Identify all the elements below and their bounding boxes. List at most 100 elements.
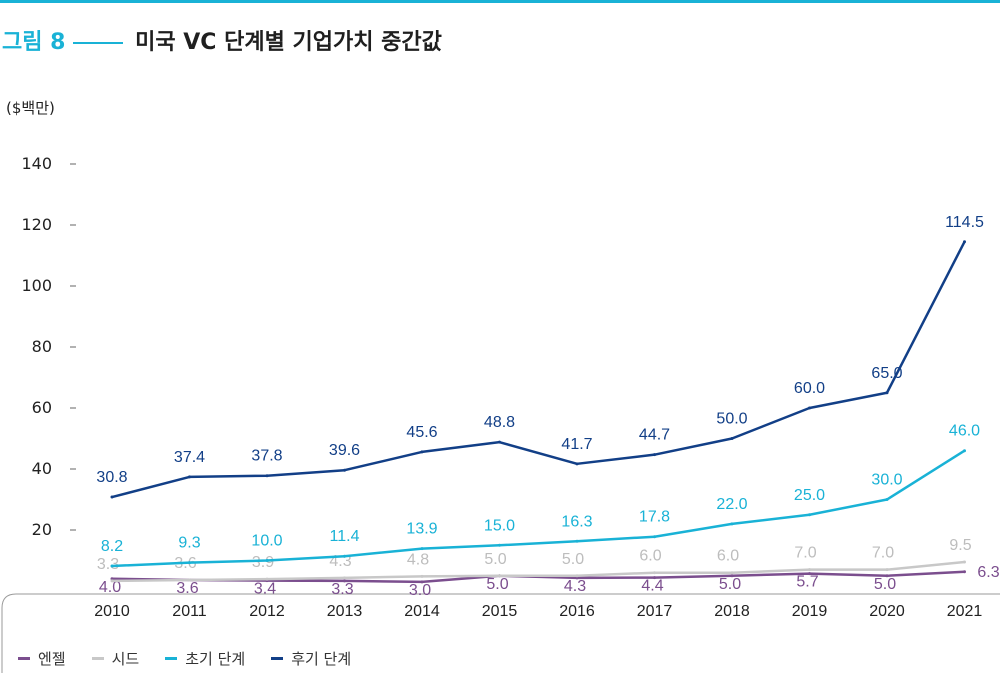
data-point-early bbox=[963, 449, 966, 453]
data-label-early: 46.0 bbox=[949, 423, 980, 440]
data-point-late bbox=[885, 391, 889, 395]
x-tick-label: 2015 bbox=[482, 603, 518, 620]
x-tick-label: 2020 bbox=[869, 603, 905, 620]
data-label-late: 48.8 bbox=[484, 414, 515, 431]
data-label-early: 17.8 bbox=[639, 509, 670, 526]
data-label-seed: 5.0 bbox=[484, 551, 506, 568]
data-label-seed: 6.0 bbox=[639, 548, 661, 565]
data-point-late bbox=[808, 406, 811, 410]
data-label-seed: 5.0 bbox=[562, 551, 584, 568]
legend-label-seed: 시드 bbox=[111, 650, 140, 668]
data-point-angel bbox=[343, 579, 346, 583]
legend-swatch-seed bbox=[91, 657, 104, 660]
data-label-late: 30.8 bbox=[96, 469, 127, 486]
x-tick-label: 2014 bbox=[404, 603, 440, 620]
data-label-seed: 4.8 bbox=[407, 551, 429, 568]
data-point-angel bbox=[730, 574, 734, 578]
data-point-seed bbox=[265, 577, 269, 581]
data-point-late bbox=[110, 495, 114, 499]
data-label-early: 8.2 bbox=[101, 538, 123, 555]
legend-swatch-early bbox=[165, 657, 178, 660]
data-label-late: 39.6 bbox=[329, 442, 360, 459]
data-label-late: 50.0 bbox=[716, 411, 747, 428]
chart-legend: 엔젤 시드 초기 단계 후기 단계 bbox=[18, 648, 351, 669]
data-label-early: 30.0 bbox=[871, 472, 902, 489]
data-label-angel: 5.0 bbox=[486, 576, 508, 593]
legend-label-angel: 엔젤 bbox=[38, 650, 66, 668]
data-point-seed bbox=[653, 571, 656, 575]
data-point-early bbox=[265, 559, 269, 562]
data-label-late: 65.0 bbox=[871, 365, 902, 382]
data-label-seed: 6.0 bbox=[717, 548, 739, 565]
data-label-angel: 4.4 bbox=[641, 578, 663, 595]
data-label-seed: 7.0 bbox=[872, 545, 894, 562]
data-point-late bbox=[575, 462, 579, 466]
data-point-late bbox=[963, 240, 966, 244]
figure-title: 미국 VC 단계별 기업가치 중간값 bbox=[135, 30, 442, 55]
data-point-late bbox=[498, 440, 501, 444]
data-label-late: 45.6 bbox=[406, 424, 437, 441]
data-point-seed bbox=[730, 571, 734, 575]
x-tick-label: 2016 bbox=[559, 603, 595, 620]
data-label-angel: 4.3 bbox=[564, 578, 586, 595]
data-point-late bbox=[343, 468, 346, 472]
data-label-angel: 3.0 bbox=[409, 582, 431, 599]
data-point-angel bbox=[420, 580, 424, 584]
data-label-early: 22.0 bbox=[716, 496, 747, 513]
data-label-angel: 5.7 bbox=[796, 574, 818, 591]
data-point-late bbox=[265, 474, 269, 478]
data-point-seed bbox=[110, 579, 114, 583]
legend-swatch-angel bbox=[18, 657, 30, 660]
legend-item-seed: 시드 bbox=[91, 648, 140, 669]
legend-item-late: 후기 단계 bbox=[271, 648, 351, 669]
x-tick-label: 2011 bbox=[172, 603, 207, 620]
data-point-seed bbox=[420, 574, 424, 578]
data-label-late: 60.0 bbox=[794, 380, 825, 397]
data-point-late bbox=[730, 437, 734, 440]
chart-frame bbox=[1, 593, 1000, 673]
data-point-early bbox=[730, 522, 734, 526]
data-point-early bbox=[343, 554, 346, 558]
data-label-early: 9.3 bbox=[178, 535, 200, 552]
legend-swatch-late bbox=[271, 657, 284, 660]
data-point-early bbox=[420, 547, 424, 551]
data-label-seed: 7.0 bbox=[794, 545, 816, 562]
data-point-angel bbox=[653, 576, 656, 580]
y-tick-label: 120 bbox=[21, 215, 52, 234]
data-point-late bbox=[420, 450, 424, 454]
data-point-early bbox=[885, 498, 889, 501]
data-point-angel bbox=[808, 572, 811, 576]
y-tick-label: 40 bbox=[32, 459, 52, 478]
data-point-seed bbox=[575, 574, 579, 578]
x-tick-label: 2018 bbox=[714, 603, 750, 620]
top-accent-rule bbox=[0, 0, 1000, 3]
data-label-seed: 3.3 bbox=[97, 556, 119, 573]
data-point-seed bbox=[188, 578, 191, 582]
data-label-seed: 3.9 bbox=[252, 554, 274, 571]
data-label-late: 41.7 bbox=[561, 436, 592, 453]
x-tick-label: 2021 bbox=[947, 603, 983, 620]
y-tick-label: 20 bbox=[32, 520, 52, 539]
figure-number: 그림 8 bbox=[2, 30, 66, 55]
data-point-late bbox=[653, 453, 656, 457]
x-tick-label: 2010 bbox=[94, 603, 130, 620]
x-tick-label: 2017 bbox=[637, 603, 673, 620]
data-label-angel: 3.3 bbox=[331, 581, 353, 598]
x-tick-label: 2013 bbox=[327, 603, 363, 620]
data-label-early: 16.3 bbox=[561, 513, 592, 530]
data-label-angel: 5.0 bbox=[719, 576, 741, 593]
data-label-early: 11.4 bbox=[330, 528, 360, 545]
figure-heading-rule bbox=[73, 42, 124, 44]
data-point-seed bbox=[498, 574, 501, 578]
legend-item-early: 초기 단계 bbox=[165, 648, 245, 669]
data-label-angel: 3.4 bbox=[254, 581, 276, 598]
y-tick-label: 60 bbox=[32, 398, 52, 417]
data-point-early bbox=[653, 535, 656, 539]
series-line-late bbox=[111, 241, 966, 499]
data-label-seed: 9.5 bbox=[949, 537, 971, 554]
data-label-angel: 4.0 bbox=[99, 579, 121, 596]
legend-label-late: 후기 단계 bbox=[291, 650, 352, 668]
data-label-early: 13.9 bbox=[406, 521, 437, 538]
figure-heading: 그림 8 미국 VC 단계별 기업가치 중간값 bbox=[2, 24, 442, 56]
